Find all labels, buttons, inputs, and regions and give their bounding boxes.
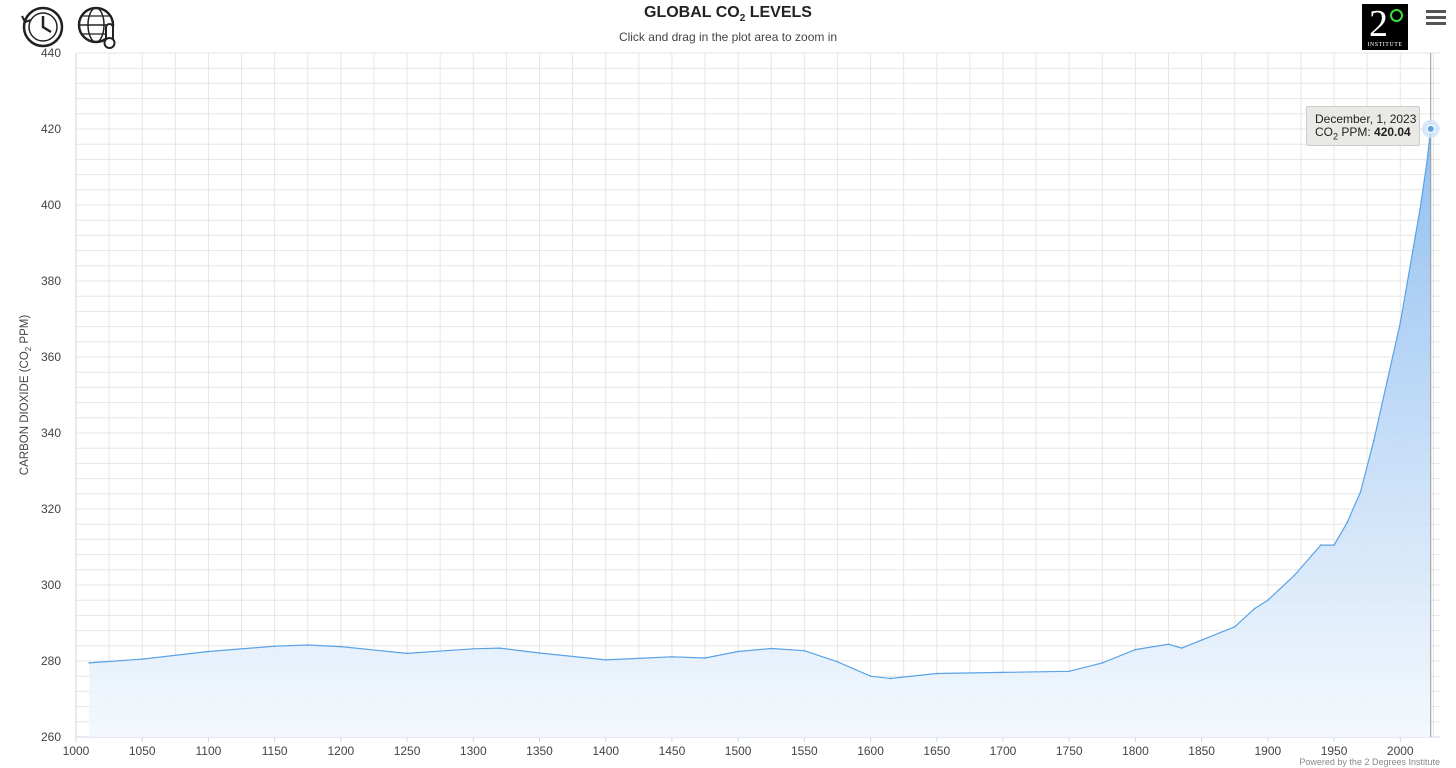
x-tick-label: 1800 bbox=[1122, 744, 1149, 758]
y-tick-label: 280 bbox=[41, 654, 61, 668]
x-tick-label: 1700 bbox=[990, 744, 1017, 758]
x-tick-label: 1450 bbox=[659, 744, 686, 758]
x-tick-label: 1750 bbox=[1056, 744, 1083, 758]
data-point bbox=[935, 672, 938, 675]
data-point bbox=[1399, 322, 1402, 324]
data-point bbox=[406, 652, 408, 655]
data-point bbox=[1253, 607, 1256, 610]
data-point bbox=[1359, 491, 1362, 493]
data-point bbox=[472, 648, 475, 650]
tooltip-date: December, 1, 2023 bbox=[1315, 112, 1417, 126]
data-point bbox=[207, 650, 210, 653]
data-point bbox=[538, 652, 541, 654]
data-point bbox=[836, 660, 839, 663]
data-point bbox=[1320, 544, 1322, 546]
data-tooltip: December, 1, 2023 CO2 PPM: 420.04 bbox=[1306, 106, 1420, 146]
data-point bbox=[1167, 643, 1170, 646]
data-point bbox=[1267, 599, 1269, 601]
x-tick-label: 1950 bbox=[1321, 744, 1348, 758]
x-tick-label: 1050 bbox=[129, 744, 156, 758]
x-tick-label: 1200 bbox=[328, 744, 355, 758]
data-point bbox=[770, 647, 773, 650]
data-point bbox=[1134, 648, 1137, 651]
y-tick-label: 320 bbox=[41, 502, 61, 516]
data-point bbox=[340, 645, 342, 648]
data-point bbox=[869, 675, 872, 677]
data-point bbox=[88, 662, 91, 664]
x-tick-label: 1550 bbox=[791, 744, 818, 758]
data-point bbox=[1425, 162, 1428, 164]
data-point bbox=[1233, 626, 1236, 628]
y-tick-label: 360 bbox=[41, 350, 61, 364]
data-point bbox=[1101, 662, 1104, 664]
data-point bbox=[671, 656, 673, 658]
data-point bbox=[889, 677, 892, 680]
data-point bbox=[803, 649, 806, 652]
data-point bbox=[1346, 521, 1349, 524]
x-tick-label: 1150 bbox=[262, 744, 288, 758]
data-point bbox=[498, 647, 501, 649]
y-tick-label: 400 bbox=[41, 198, 61, 212]
x-tick-label: 2000 bbox=[1387, 744, 1414, 758]
data-point bbox=[1200, 639, 1203, 641]
data-point bbox=[273, 645, 276, 647]
data-point bbox=[704, 657, 706, 659]
y-axis-label: CARBON DIOXIDE (CO2 PPM) bbox=[19, 315, 33, 476]
data-point bbox=[306, 644, 309, 646]
x-tick-label: 1350 bbox=[526, 744, 553, 758]
data-point bbox=[1002, 671, 1004, 674]
data-point bbox=[1372, 439, 1375, 442]
data-point bbox=[604, 659, 607, 661]
institute-logo: 2 INSTITUTE bbox=[1362, 3, 1408, 50]
x-tick-label: 1600 bbox=[857, 744, 884, 758]
data-point bbox=[1333, 544, 1335, 546]
hamburger-menu-icon[interactable] bbox=[1426, 10, 1446, 28]
y-tick-label: 260 bbox=[41, 730, 61, 744]
x-tick-label: 1900 bbox=[1254, 744, 1281, 758]
data-point bbox=[1180, 647, 1183, 649]
history-clock-icon[interactable] bbox=[20, 4, 66, 50]
highlight-point bbox=[1426, 124, 1435, 133]
x-tick-label: 1500 bbox=[725, 744, 752, 758]
tooltip-value: 420.04 bbox=[1374, 125, 1411, 139]
data-point bbox=[737, 650, 739, 653]
y-tick-label: 300 bbox=[41, 578, 61, 592]
x-tick-label: 1300 bbox=[460, 744, 487, 758]
data-point bbox=[1386, 380, 1388, 383]
x-tick-label: 1400 bbox=[592, 744, 619, 758]
x-tick-label: 1000 bbox=[63, 744, 90, 758]
data-point bbox=[141, 658, 144, 660]
data-point bbox=[1419, 208, 1421, 210]
data-point bbox=[1412, 246, 1415, 248]
x-tick-label: 1650 bbox=[923, 744, 950, 758]
credit-text: Powered by the 2 Degrees Institute bbox=[1299, 757, 1440, 767]
data-point bbox=[1293, 574, 1296, 577]
co2-series-line bbox=[89, 128, 1432, 680]
x-tick-label: 1100 bbox=[196, 744, 222, 758]
y-tick-label: 380 bbox=[41, 274, 61, 288]
y-tick-label: 420 bbox=[41, 122, 61, 136]
y-tick-label: 340 bbox=[41, 426, 61, 440]
x-tick-label: 1250 bbox=[394, 744, 421, 758]
co2-area-fill bbox=[89, 128, 1431, 738]
y-tick-label: 440 bbox=[41, 46, 61, 60]
tooltip-value-line: CO2 PPM: 420.04 bbox=[1315, 125, 1411, 142]
x-tick-label: 1850 bbox=[1188, 744, 1215, 758]
data-point bbox=[1068, 670, 1071, 673]
globe-thermometer-icon[interactable] bbox=[76, 4, 122, 50]
